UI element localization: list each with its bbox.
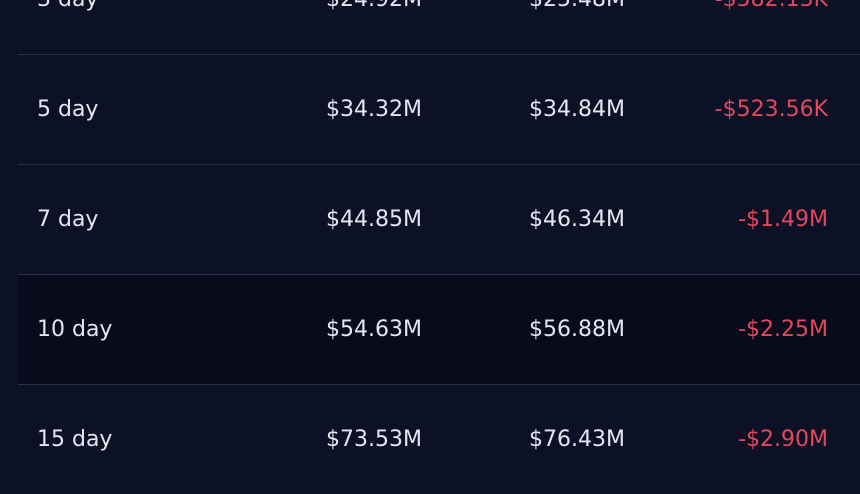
value-cell: -$1.49M (738, 207, 828, 232)
value-cell: -$2.90M (738, 427, 828, 452)
table-row: 3 day $24.92M $25.48M -$582.13K (18, 0, 860, 55)
table-row: 10 day $54.63M $56.88M -$2.25M (18, 275, 860, 385)
value-cell: $44.85M (326, 207, 422, 232)
period-label: 5 day (37, 97, 99, 122)
period-label: 7 day (37, 207, 99, 232)
table-row: 15 day $73.53M $76.43M -$2.90M (18, 385, 860, 494)
value-cell: $54.63M (326, 317, 422, 342)
table-row: 7 day $44.85M $46.34M -$1.49M (18, 165, 860, 275)
value-cell: -$582.13K (715, 0, 828, 54)
value-cell: $73.53M (326, 427, 422, 452)
period-label: 3 day (37, 0, 98, 54)
table-row: 5 day $34.32M $34.84M -$523.56K (18, 55, 860, 165)
value-cell: $46.34M (529, 207, 625, 232)
value-cell: $34.84M (529, 97, 625, 122)
value-cell: $56.88M (529, 317, 625, 342)
value-cell: $34.32M (326, 97, 422, 122)
period-label: 15 day (37, 427, 113, 452)
period-label: 10 day (37, 317, 113, 342)
value-cell: -$2.25M (738, 317, 828, 342)
value-cell: $24.92M (326, 0, 422, 54)
value-cell: $76.43M (529, 427, 625, 452)
value-cell: $25.48M (529, 0, 625, 54)
value-cell: -$523.56K (714, 97, 828, 122)
